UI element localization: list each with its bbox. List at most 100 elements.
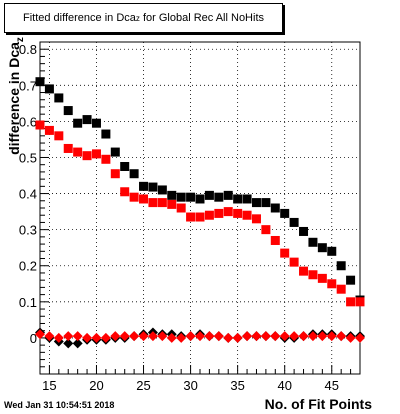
data-point-square <box>270 235 280 245</box>
data-point-square <box>223 190 233 200</box>
y-tick-label: 0.4 <box>19 187 37 202</box>
data-point-square <box>317 273 327 283</box>
data-point-square <box>214 208 224 218</box>
data-point-diamond <box>307 331 318 342</box>
data-point-square <box>110 147 120 157</box>
data-point-square <box>54 93 64 103</box>
data-point-square <box>346 275 356 285</box>
data-point-square <box>270 203 280 213</box>
data-point-square <box>120 187 130 197</box>
data-point-diamond <box>345 332 356 343</box>
data-point-diamond <box>355 332 365 343</box>
data-point-square <box>299 226 309 236</box>
data-point-diamond <box>251 331 262 342</box>
data-point-diamond <box>82 332 93 343</box>
data-point-diamond <box>223 332 234 343</box>
title-rest: for Global Rec All NoHits <box>139 12 265 24</box>
y-tick-label: 0.3 <box>19 223 37 238</box>
data-point-square <box>120 162 130 171</box>
data-point-diamond <box>72 338 83 349</box>
ylabel-main: difference in Dca <box>6 42 22 155</box>
data-point-square <box>73 118 83 128</box>
data-point-square <box>317 243 327 253</box>
data-point-diamond <box>166 332 177 343</box>
data-point-square <box>35 77 45 87</box>
data-point-diamond <box>213 331 224 342</box>
data-point-square <box>157 198 167 208</box>
data-point-diamond <box>138 331 149 342</box>
data-point-square <box>101 154 111 164</box>
data-point-diamond <box>195 331 205 342</box>
data-point-square <box>195 212 205 222</box>
data-point-square <box>73 147 83 157</box>
data-point-diamond <box>336 331 347 342</box>
data-point-square <box>129 192 139 202</box>
data-point-square <box>139 181 149 191</box>
data-point-square <box>82 115 92 125</box>
data-point-square <box>63 106 73 116</box>
x-axis-label: No. of Fit Points <box>264 396 372 412</box>
data-point-diamond <box>53 332 64 343</box>
data-point-diamond <box>242 331 253 342</box>
y-tick-label: 0.8 <box>19 42 37 57</box>
data-point-square <box>204 190 214 200</box>
x-tick-label: 25 <box>136 378 150 393</box>
data-point-square <box>44 125 54 135</box>
data-point-square <box>129 169 139 179</box>
ylabel-sub: z <box>14 37 26 43</box>
data-point-square <box>176 203 186 213</box>
series-4 <box>35 329 365 343</box>
data-point-square <box>82 151 92 161</box>
data-marks <box>35 77 365 349</box>
data-point-square <box>148 198 158 208</box>
y-axis-label: difference in Dcaz <box>6 36 26 156</box>
data-point-square <box>280 208 290 218</box>
data-point-square <box>336 284 346 294</box>
data-point-diamond <box>317 331 328 342</box>
series-2 <box>35 120 365 307</box>
data-point-square <box>167 199 177 209</box>
data-point-square <box>327 279 337 289</box>
series-1 <box>35 77 365 305</box>
title-sub: z <box>135 13 140 23</box>
data-point-diamond <box>326 331 337 342</box>
data-point-square <box>242 210 252 220</box>
data-point-square <box>242 194 252 204</box>
data-point-square <box>223 207 233 217</box>
title-main: Fitted difference in Dca <box>22 12 136 24</box>
axis-ticks: 15 20 25 30 35 40 45 0 0.1 0.2 0.3 0.4 0.5 0.6 0.7 0.8 <box>19 41 361 393</box>
data-point-square <box>186 192 196 202</box>
x-tick-label: 20 <box>89 378 103 393</box>
data-point-square <box>251 214 261 224</box>
grid-lines <box>40 42 360 374</box>
data-point-diamond <box>176 332 187 343</box>
data-point-diamond <box>157 331 168 342</box>
data-point-square <box>355 297 365 307</box>
y-tick-label: 0 <box>30 331 37 346</box>
data-point-square <box>44 84 54 94</box>
data-point-diamond <box>147 331 158 342</box>
data-point-square <box>54 131 64 141</box>
data-point-diamond <box>185 331 196 342</box>
x-tick-label: 30 <box>183 378 197 393</box>
data-point-square <box>289 257 299 267</box>
data-point-diamond <box>204 331 215 342</box>
data-point-diamond <box>289 331 300 342</box>
y-tick-label: 0.2 <box>19 259 37 274</box>
y-tick-label: 0.5 <box>19 150 37 165</box>
data-point-square <box>251 198 261 208</box>
y-tick-label: 0.7 <box>19 78 37 93</box>
data-point-diamond <box>110 331 121 342</box>
data-point-diamond <box>35 329 45 340</box>
data-point-square <box>91 118 101 128</box>
timestamp: Wed Jan 31 10:54:51 2018 <box>4 400 115 410</box>
data-point-square <box>167 190 177 200</box>
x-tick-label: 15 <box>42 378 56 393</box>
data-point-square <box>91 149 101 159</box>
data-point-square <box>157 185 167 195</box>
plot-frame <box>39 41 361 375</box>
data-point-square <box>148 182 158 192</box>
chart-title: Fitted difference in Dca z for Global Rec… <box>4 3 283 33</box>
data-point-square <box>261 198 271 208</box>
